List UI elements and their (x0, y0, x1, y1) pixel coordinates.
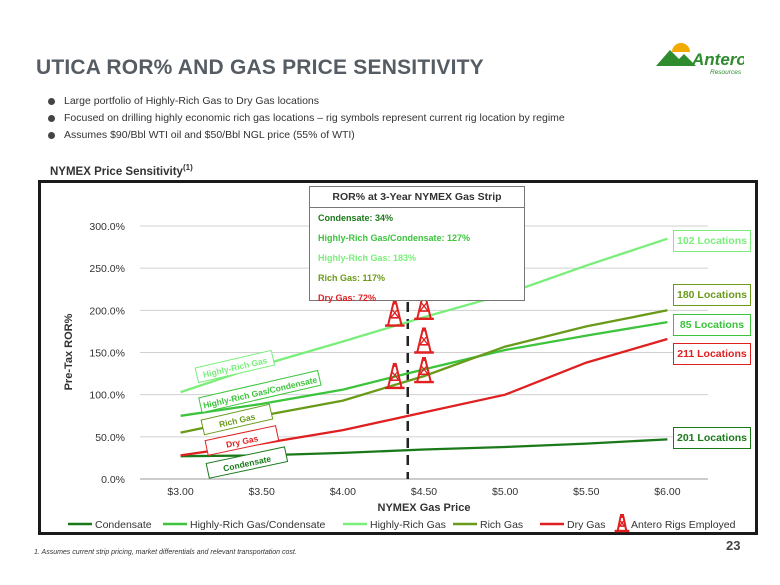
footnote: 1. Assumes current strip pricing, market… (34, 549, 297, 556)
bullet-list: Large portfolio of Highly-Rich Gas to Dr… (46, 95, 565, 146)
legend-item: Highly-Rich Gas (343, 519, 446, 531)
y-tick-label: 250.0% (89, 263, 125, 275)
y-tick-label: 200.0% (89, 305, 125, 317)
locations-box-highly-rich-gas: 102 Locations (673, 230, 751, 252)
logo-text: Antero (691, 50, 744, 69)
antero-logo: Antero Resources (656, 43, 744, 76)
y-tick-label: 300.0% (89, 221, 125, 233)
curve-label: Rich Gas (200, 403, 274, 436)
legend-label: Condensate (95, 519, 152, 531)
page-number: 23 (726, 538, 741, 553)
bullet-item: Focused on drilling highly economic rich… (46, 112, 565, 124)
x-tick-label: $3.50 (249, 486, 275, 498)
logo-subtext: Resources (710, 69, 742, 76)
locations-box-highly-rich-gas-condensate: 85 Locations (673, 314, 751, 336)
x-tick-label: $4.00 (330, 486, 356, 498)
legend-item: Rich Gas (453, 519, 523, 531)
y-tick-labels: 0.0% 50.0% 100.0% 150.0% 200.0% 250.0% 300.0% (89, 221, 125, 486)
y-tick-label: 100.0% (89, 390, 125, 402)
curve-label: Highly-Rich Gas (194, 349, 276, 384)
x-tick-labels: $3.00 $3.50 $4.00 $4.50 $5.00 $5.50 $6.00 (167, 486, 680, 498)
legend-label: Highly-Rich Gas/Condensate (190, 519, 326, 531)
legend-label: Antero Rigs Employed (631, 519, 736, 531)
chart-frame (38, 180, 758, 535)
bullet-item: Assumes $90/Bbl WTI oil and $50/Bbl NGL … (46, 129, 565, 141)
legend-item: Condensate (68, 519, 152, 531)
rig-icon (384, 362, 405, 390)
legend-item: Highly-Rich Gas/Condensate (163, 519, 326, 531)
y-tick-label: 50.0% (95, 432, 125, 444)
ror-strip-box: ROR% at 3-Year NYMEX Gas Strip Condensat… (309, 186, 525, 303)
ror-strip-box-title: ROR% at 3-Year NYMEX Gas Strip (310, 187, 524, 208)
legend-label: Highly-Rich Gas (370, 519, 446, 531)
locations-box-rich-gas: 180 Locations (673, 284, 751, 306)
x-axis-label: NYMEX Gas Price (378, 502, 471, 514)
slide-title: UTICA ROR% AND GAS PRICE SENSITIVITY (36, 56, 484, 79)
y-tick-label: 0.0% (101, 474, 125, 486)
rig-icon (414, 357, 434, 384)
locations-box-dry-gas: 211 Locations (673, 343, 751, 365)
rig-markers (384, 293, 434, 390)
x-tick-label: $5.50 (573, 486, 599, 498)
section-title-footnote-ref: (1) (182, 163, 193, 172)
ror-line-highly-rich-gas-condensate: Highly-Rich Gas/Condensate: 127% (318, 233, 471, 243)
ror-line-condensate: Condensate: 34% (318, 213, 394, 223)
legend-item: Dry Gas (540, 519, 606, 531)
y-axis-label: Pre-Tax ROR% (63, 313, 75, 390)
x-tick-label: $6.00 (654, 486, 680, 498)
y-tick-label: 150.0% (89, 348, 125, 360)
curve-label: Dry Gas (204, 425, 280, 456)
legend: Condensate Highly-Rich Gas/Condensate High… (68, 514, 736, 533)
rig-icon (414, 327, 434, 354)
rig-legend-icon (614, 514, 630, 533)
section-title: NYMEX Price Sensitivity(1) (50, 163, 193, 178)
legend-label: Rich Gas (480, 519, 523, 531)
x-tick-label: $4.50 (411, 486, 437, 498)
locations-box-condensate: 201 Locations (673, 427, 751, 449)
bullet-item: Large portfolio of Highly-Rich Gas to Dr… (46, 95, 565, 107)
rig-icon (384, 300, 405, 327)
section-title-text: NYMEX Price Sensitivity (50, 165, 183, 178)
ror-line-dry-gas: Dry Gas: 72% (318, 293, 377, 303)
legend-label: Dry Gas (567, 519, 606, 531)
x-tick-label: $5.00 (492, 486, 518, 498)
x-tick-label: $3.00 (167, 486, 193, 498)
ror-line-highly-rich-gas: Highly-Rich Gas: 183% (318, 253, 417, 263)
legend-item: Antero Rigs Employed (614, 514, 736, 533)
ror-line-rich-gas: Rich Gas: 117% (318, 273, 386, 283)
